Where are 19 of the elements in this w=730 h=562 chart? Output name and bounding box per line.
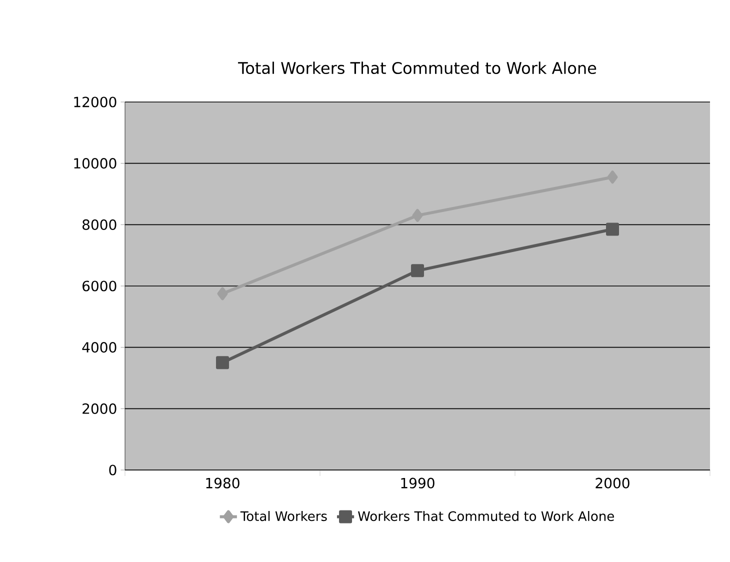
y-tick-label: 8000 xyxy=(82,219,116,230)
chart-title: Total Workers That Commuted to Work Alone xyxy=(238,62,596,74)
y-tick-label: 10000 xyxy=(74,158,116,169)
y-tick-label: 2000 xyxy=(82,403,116,414)
x-tick-label: 2000 xyxy=(596,478,630,488)
y-tick-label: 0 xyxy=(109,464,116,476)
y-tick-label: 12000 xyxy=(74,96,116,108)
legend-label: Workers That Commuted to Work Alone xyxy=(358,511,614,522)
point xyxy=(217,287,228,300)
point xyxy=(607,170,618,184)
x-tick-label: 1980 xyxy=(206,478,240,488)
point xyxy=(606,222,620,236)
y-tick-label: 6000 xyxy=(82,280,116,292)
y-tick-label: 4000 xyxy=(82,342,116,353)
point xyxy=(412,208,423,222)
point xyxy=(216,356,230,370)
x-tick-label: 1990 xyxy=(401,478,434,488)
point xyxy=(411,264,424,278)
legend-label: Total Workers xyxy=(240,511,327,522)
